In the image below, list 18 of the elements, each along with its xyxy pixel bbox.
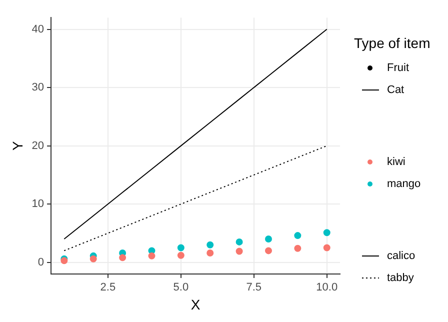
- legend-label: tabby: [387, 272, 414, 284]
- x-tick-label: 10.0: [316, 282, 338, 294]
- legend-label: mango: [387, 178, 421, 190]
- x-tick-label: 7.5: [246, 282, 262, 294]
- text: Cat: [387, 84, 404, 96]
- text: Fruit: [387, 62, 409, 74]
- x-tick-label: 2.5: [100, 282, 116, 294]
- y-tick-label: 0: [38, 256, 44, 268]
- x-axis-title: X: [190, 296, 201, 312]
- legend-label: calico: [387, 250, 416, 262]
- x-tick-label: 5.0: [173, 282, 189, 294]
- y-tick-label: 30: [32, 82, 44, 94]
- y-tick-label: 10: [32, 198, 44, 210]
- y-axis-title: Y: [9, 140, 26, 150]
- legend-label: kiwi: [387, 156, 406, 168]
- y-tick-label: 20: [32, 140, 44, 152]
- legend-title: Type of item: [354, 34, 430, 51]
- y-tick-label: 40: [32, 23, 44, 36]
